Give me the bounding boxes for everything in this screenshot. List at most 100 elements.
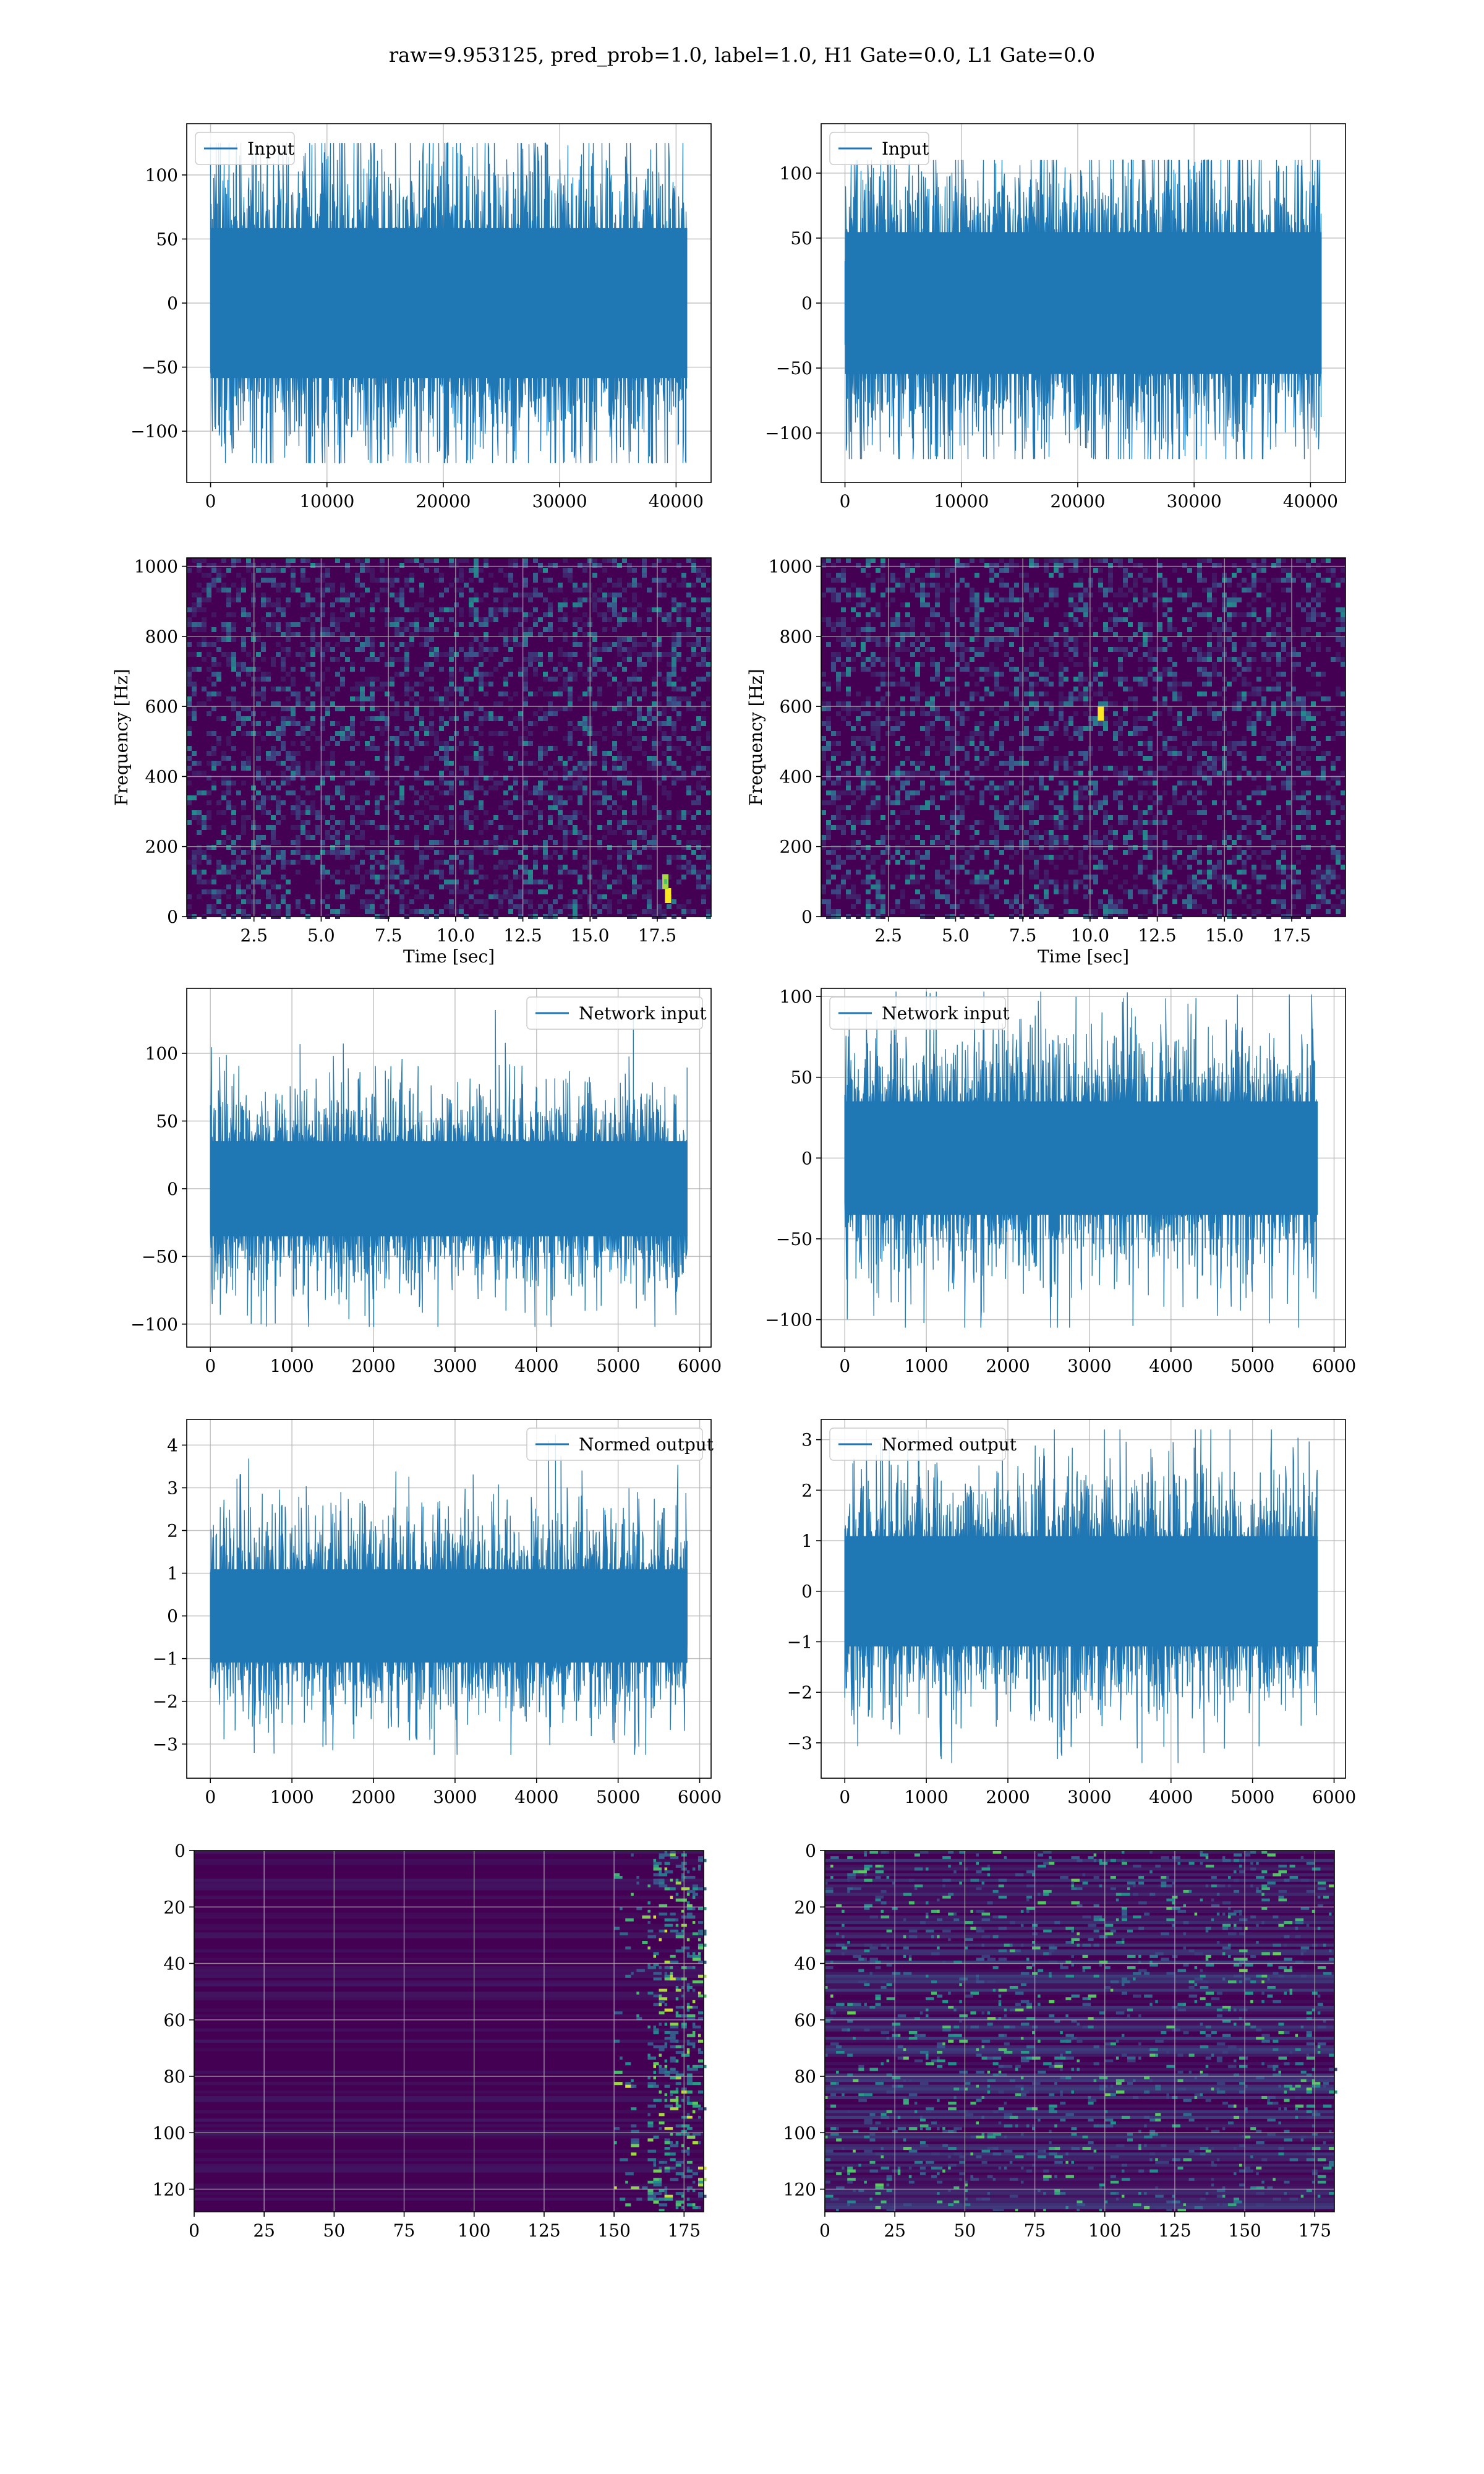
panel-3-cell (1014, 716, 1019, 721)
panel-2-highlight-core (667, 893, 670, 899)
panel-2-cell (568, 785, 573, 790)
panel-2-cell (681, 687, 686, 691)
panel-3-cell (1162, 612, 1167, 617)
panel-2-cell (632, 889, 637, 894)
panel-3-cell (1158, 766, 1162, 771)
panel-3-cell (1009, 766, 1014, 771)
panel-3-cell (1004, 716, 1009, 721)
panel-3-cell (1108, 617, 1113, 622)
panel-2-cell (672, 607, 676, 612)
panel-2-cell (266, 627, 271, 632)
panel-2-cell (310, 835, 315, 840)
panel-2-cell (484, 810, 488, 815)
panel-2-cell (538, 904, 543, 909)
panel-2-cell (419, 672, 424, 677)
panel-3-cell (1237, 706, 1242, 711)
panel-3-cell (1004, 721, 1009, 726)
panel-2-cell (439, 726, 444, 731)
panel-3-cell (910, 642, 915, 647)
panel-3-cell (984, 617, 989, 622)
panel-3-cell (890, 652, 895, 657)
panel-3-cell (1167, 706, 1172, 711)
panel-2-cell (617, 622, 622, 627)
panel-2-cell (533, 711, 538, 716)
panel-3-cell (1093, 662, 1098, 667)
panel-2-cell (192, 612, 197, 617)
panel-2-cell (276, 627, 281, 632)
panel-2-cell (404, 672, 409, 677)
panel-2-cell (479, 761, 484, 766)
panel-2-cell (192, 850, 197, 855)
panel-3-cell (1306, 612, 1311, 617)
panel-3-cell (1143, 597, 1148, 602)
panel-3-cell (1162, 701, 1167, 706)
panel-3-cell (836, 711, 841, 716)
panel-3-cell (1336, 776, 1341, 781)
panel-2-cell (528, 904, 533, 909)
panel-2-cell (315, 682, 320, 687)
panel-3-cell (1202, 790, 1207, 795)
panel-2-cell (518, 909, 523, 914)
panel-2-cell (676, 652, 681, 657)
panel-2-cell (558, 672, 563, 677)
panel-2-cell (296, 751, 301, 756)
panel-2-cell (365, 558, 370, 563)
panel-2-cell (612, 766, 617, 771)
panel-3-cell (1158, 578, 1162, 583)
panel-2-cell (484, 672, 488, 677)
panel-2-cell (236, 845, 241, 850)
panel-3-cell (1049, 706, 1054, 711)
panel-2-cell (459, 612, 464, 617)
panel-2-cell (676, 637, 681, 642)
panel-3-cell (851, 617, 856, 622)
panel-2-cell (271, 894, 276, 899)
panel-3-cell (1103, 593, 1108, 597)
panel-3-cell (1167, 607, 1172, 612)
panel-2-cell (399, 815, 404, 820)
panel-3-cell (1252, 721, 1256, 726)
panel-3-cell (1187, 716, 1192, 721)
panel-3-cell (1187, 607, 1192, 612)
panel-2-cell (216, 647, 221, 652)
panel-2-cell (484, 761, 488, 766)
panel-2-cell (696, 721, 701, 726)
panel-3-cell (1078, 593, 1083, 597)
panel-3-cell (1093, 677, 1098, 682)
panel-2-cell (434, 870, 439, 875)
panel-3-cell (866, 573, 871, 578)
panel-2-cell (706, 860, 711, 865)
panel-3-cell (1281, 706, 1286, 711)
panel-3-cell (1093, 558, 1098, 563)
panel-2-cell (266, 850, 271, 855)
panel-3-cell (1232, 573, 1237, 578)
panel-3-cell (895, 790, 900, 795)
panel-3-cell (1252, 632, 1256, 637)
panel-2-cell (474, 726, 479, 731)
panel-2-cell (652, 701, 657, 706)
panel-2-cell (434, 657, 439, 662)
panel-2-cell (325, 568, 330, 573)
panel-2-cell (464, 652, 469, 657)
panel-2-cell (291, 721, 296, 726)
panel-3-cell (1256, 687, 1261, 691)
panel-2-cell (597, 691, 602, 696)
panel-2-cell (449, 691, 454, 696)
panel-3-cell (984, 672, 989, 677)
panel-2-cell (622, 558, 627, 563)
panel-2-cell (350, 726, 355, 731)
panel-2-cell (340, 855, 345, 860)
panel-3-cell (1336, 687, 1341, 691)
panel-2-cell (291, 825, 296, 830)
panel-3-cell (1252, 578, 1256, 583)
panel-3-cell (900, 781, 905, 785)
panel-2-cell (390, 865, 394, 870)
panel-2-cell (449, 652, 454, 657)
panel-2-cell (226, 627, 231, 632)
panel-2-cell (390, 889, 394, 894)
panel-3-cell (1108, 588, 1113, 593)
panel-2-cell (523, 830, 528, 835)
panel-2-cell (667, 741, 672, 746)
panel-2-cell (305, 558, 310, 563)
panel-2-cell (404, 716, 409, 721)
panel-2-cell (207, 583, 211, 588)
